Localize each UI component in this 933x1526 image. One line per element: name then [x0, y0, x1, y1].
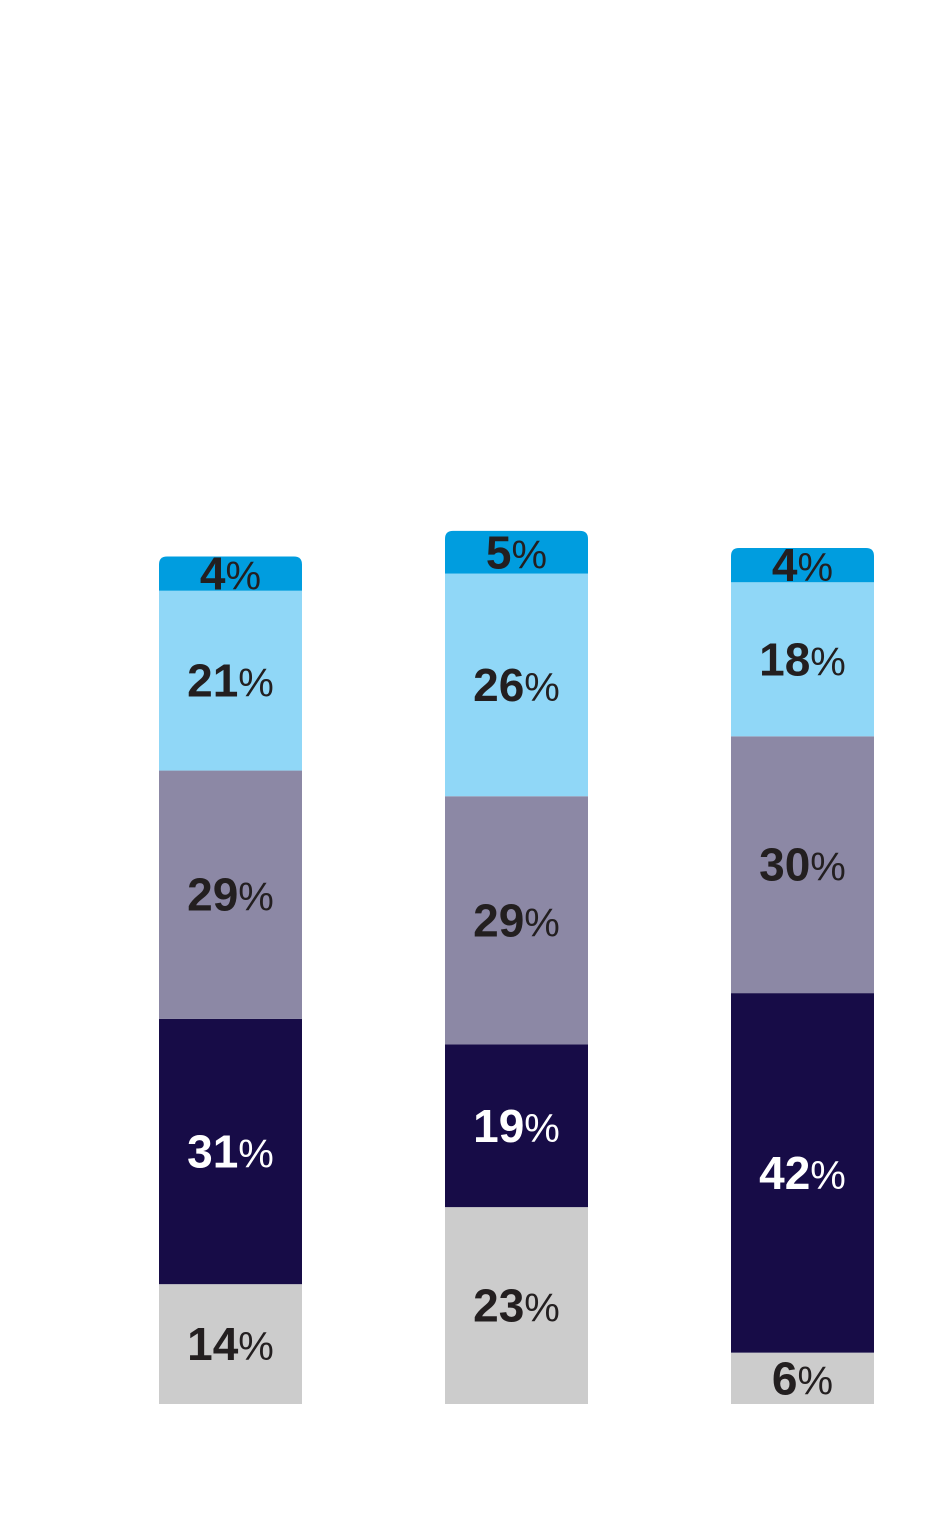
bar-segment-3-2 [731, 993, 874, 1353]
bar-value-label-2-4: 26% [473, 659, 560, 711]
bar-value-label-2-2: 19% [473, 1100, 560, 1152]
bar-segment-2-4 [445, 573, 588, 797]
bar-segment-1-3 [159, 770, 302, 1019]
bar-value-label-3-1: 6% [772, 1352, 833, 1404]
bar-segment-2-2 [445, 1044, 588, 1208]
bar-segment-2-1 [445, 1207, 588, 1404]
bars-layer [159, 530, 874, 1404]
bar-segment-3-3 [731, 736, 874, 994]
bar-value-label-1-2: 31% [187, 1125, 274, 1177]
bar-value-label-2-1: 23% [473, 1280, 560, 1332]
bar-segment-2-5 [445, 530, 588, 574]
bar-segment-3-5 [731, 548, 874, 583]
bar-value-label-3-2: 42% [759, 1147, 846, 1199]
bar-segment-1-2 [159, 1018, 302, 1285]
bar-value-label-1-4: 21% [187, 655, 274, 707]
bar-segment-3-1 [731, 1352, 874, 1404]
bar-value-label-3-3: 30% [759, 839, 846, 891]
bar-value-label-3-5: 4% [772, 539, 833, 591]
labels-layer: 14% 31% 29% 21% 4% 23% 19% 29% 26% 5% 6% 42% 30% 18% 4… [187, 526, 846, 1404]
bar-value-label-1-5: 4% [200, 548, 261, 600]
bar-value-label-1-1: 14% [187, 1318, 274, 1370]
bar-segment-1-5 [159, 556, 302, 591]
bar-segment-3-4 [731, 582, 874, 737]
bar-value-label-2-5: 5% [486, 526, 547, 578]
bar-value-label-1-3: 29% [187, 869, 274, 921]
bar-segment-2-3 [445, 796, 588, 1045]
bar-segment-1-4 [159, 590, 302, 771]
bar-value-label-2-3: 29% [473, 894, 560, 946]
bar-value-label-3-4: 18% [759, 633, 846, 685]
bar-segment-1-1 [159, 1284, 302, 1404]
